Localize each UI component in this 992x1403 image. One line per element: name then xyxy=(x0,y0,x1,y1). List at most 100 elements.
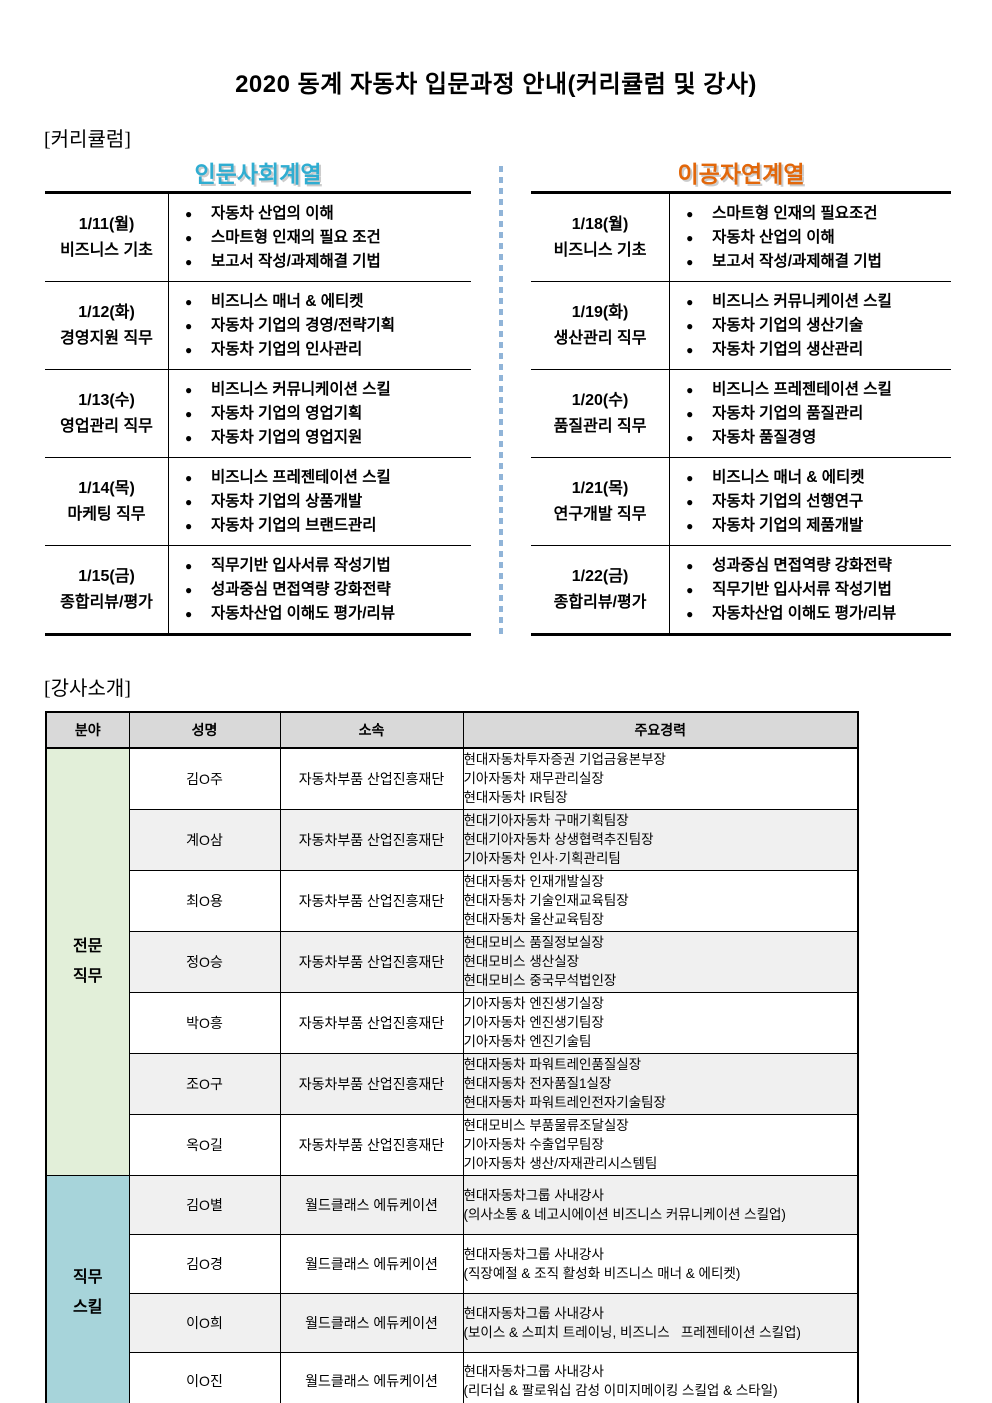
instructor-affiliation: 자동차부품 산업진흥재단 xyxy=(279,747,464,810)
bullet-icon: ● xyxy=(686,318,694,333)
curriculum-row: 1/13(수) 영업관리 직무 ● 비즈니스 커뮤니케이션 스킬 ● 자동차 기업의 영업… xyxy=(45,369,471,458)
session-date: 1/11(월) xyxy=(78,215,135,233)
career-line: 현대자동차 인재개발실장 xyxy=(463,874,604,889)
session-date: 1/19(화) xyxy=(571,303,629,321)
session-category: 종합리뷰/평가 xyxy=(60,593,153,611)
topic-text: 비즈니스 커뮤니케이션 스킬 xyxy=(211,380,391,398)
topic-item: ● 직무기반 입사서류 작성기법 xyxy=(181,554,469,578)
bullet-icon: ● xyxy=(185,230,193,245)
session-date: 1/20(수) xyxy=(571,391,629,409)
career-line: 현대기아자동차 상생협력추진팀장 xyxy=(463,832,654,847)
career-line: 현대자동차그룹 사내강사 xyxy=(463,1187,604,1203)
instructor-header-row: 분야 성명 소속 주요경력 xyxy=(45,711,859,749)
career-cell: 현대자동차 파워트레인품질실장 현대자동차 전자품질1실장 현대자동차 파워트레인전… xyxy=(462,1052,859,1115)
curriculum-row: 1/21(목) 연구개발 직무 ● 비즈니스 매너 & 에티켓 ● 자동차 기업의 선행연… xyxy=(531,457,951,546)
bullet-icon: ● xyxy=(185,606,193,621)
track-science-engineering: 이공자연계열 1/18(월) 비즈니스 기초 ● 스마트형 인재의 필요조건 ● 자동차 산… xyxy=(531,162,951,636)
career-cell: 기아자동차 엔진생기실장 기아자동차 엔진생기팀장 기아자동차 엔진기술팀 xyxy=(462,991,859,1054)
career-line: 기아자동차 엔진생기팀장 xyxy=(463,1015,604,1030)
career-line: (직장예절 & 조직 활성화 비즈니스 매너 & 에티켓) xyxy=(463,1265,741,1281)
session-date: 1/14(목) xyxy=(78,479,135,497)
session-date: 1/18(월) xyxy=(571,215,629,233)
bullet-icon: ● xyxy=(185,558,193,573)
instructor-affiliation: 월드클래스 에듀케이션 xyxy=(279,1174,464,1235)
track-humanities-social: 인문사회계열 1/11(월) 비즈니스 기초 ● 자동차 산업의 이해 ● 스마트형 인재의… xyxy=(45,162,471,636)
bullet-icon: ● xyxy=(686,518,694,533)
instructor-row: 정O승 자동차부품 산업진흥재단 현대모비스 품질정보실장 현대모비스 생산실장 현대모… xyxy=(46,930,859,993)
topic-text: 스마트형 인재의 필요조건 xyxy=(712,204,878,222)
topic-item: ● 자동차 기업의 선행연구 xyxy=(682,490,949,514)
career-cell: 현대자동차투자증권 기업금융본부장 기아자동차 재무관리실장 현대자동차 IR팀장 xyxy=(462,747,859,810)
session-date: 1/15(금) xyxy=(78,567,135,585)
career-line: 현대자동차그룹 사내강사 xyxy=(463,1246,604,1262)
curriculum-row: 1/15(금) 종합리뷰/평가 ● 직무기반 입사서류 작성기법 ● 성과중심 면접역량 … xyxy=(45,545,471,635)
field-group-cell: 직무 스킬 xyxy=(45,1174,130,1403)
instructor-row: 계O삼 자동차부품 산업진흥재단 현대기아자동차 구매기획팀장 현대기아자동차 상생협… xyxy=(46,808,859,871)
instructor-affiliation: 월드클래스 에듀케이션 xyxy=(279,1233,464,1294)
topic-text: 자동차 기업의 브랜드관리 xyxy=(211,516,377,534)
topic-text: 비즈니스 프레젠테이션 스킬 xyxy=(211,468,391,486)
instructor-name: 정O승 xyxy=(128,930,281,993)
session-category: 연구개발 직무 xyxy=(553,505,647,523)
topic-item: ● 자동차 기업의 인사관리 xyxy=(181,338,469,362)
career-cell: 현대자동차그룹 사내강사 (보이스 & 스피치 트레이닝, 비즈니스 프레젠테이션… xyxy=(462,1292,859,1353)
topic-text: 비즈니스 커뮤니케이션 스킬 xyxy=(712,292,892,310)
instructor-name: 김O경 xyxy=(128,1233,281,1294)
bullet-icon: ● xyxy=(686,382,694,397)
bullet-icon: ● xyxy=(686,606,694,621)
topic-item: ● 자동차 기업의 영업지원 xyxy=(181,426,469,450)
instructor-row: 이O진 월드클래스 에듀케이션 현대자동차그룹 사내강사 (리더십 & 팔로워십 감성… xyxy=(46,1351,859,1403)
topic-text: 자동차 기업의 영업기획 xyxy=(211,404,363,422)
topic-text: 성과중심 면접역량 강화전략 xyxy=(211,580,391,598)
bullet-icon: ● xyxy=(686,494,694,509)
page-title: 2020 동계 자동차 입문과정 안내(커리큘럼 및 강사) xyxy=(235,71,757,98)
date-cell: 1/19(화) 생산관리 직무 xyxy=(531,281,671,370)
session-category: 비즈니스 기초 xyxy=(553,241,647,259)
career-line: 현대기아자동차 구매기획팀장 xyxy=(463,813,629,828)
instructor-name: 김O주 xyxy=(128,747,281,810)
topic-item: ● 보고서 작성/과제해결 기법 xyxy=(682,250,949,274)
career-line: 현대모비스 품질정보실장 xyxy=(463,935,604,950)
session-category: 생산관리 직무 xyxy=(553,329,647,347)
topics-cell: ● 비즈니스 커뮤니케이션 스킬 ● 자동차 기업의 영업기획 ● 자동차 기업의 영업지… xyxy=(168,369,471,458)
curriculum-row: 1/20(수) 품질관리 직무 ● 비즈니스 프레젠테이션 스킬 ● 자동차 기업의 품질… xyxy=(531,369,951,458)
topics-cell: ● 비즈니스 커뮤니케이션 스킬 ● 자동차 기업의 생산기술 ● 자동차 기업의 생산관… xyxy=(669,281,951,370)
instructor-name: 계O삼 xyxy=(128,808,281,871)
date-cell: 1/22(금) 종합리뷰/평가 xyxy=(531,545,671,635)
bullet-icon: ● xyxy=(185,430,193,445)
topic-item: ● 비즈니스 커뮤니케이션 스킬 xyxy=(682,290,949,314)
topic-text: 비즈니스 매너 & 에티켓 xyxy=(712,468,865,486)
topic-item: ● 자동차 기업의 경영/전략기획 xyxy=(181,314,469,338)
topic-item: ● 자동차 산업의 이해 xyxy=(181,202,469,226)
instructor-affiliation: 자동차부품 산업진흥재단 xyxy=(279,991,464,1054)
dashed-divider xyxy=(499,166,503,636)
topic-item: ● 자동차 기업의 생산기술 xyxy=(682,314,949,338)
topic-text: 자동차 기업의 경영/전략기획 xyxy=(211,316,396,334)
topics-cell: ● 비즈니스 프레젠테이션 스킬 ● 자동차 기업의 상품개발 ● 자동차 기업의 브랜드… xyxy=(168,457,471,546)
career-cell: 현대자동차 인재개발실장 현대자동차 기술인재교육팀장 현대자동차 울산교육팀장 xyxy=(462,869,859,932)
career-line: 현대자동차 전자품질1실장 xyxy=(463,1076,612,1091)
topic-text: 자동차 품질경영 xyxy=(712,428,817,446)
career-line: 기아자동차 생산/자재관리시스템팀 xyxy=(463,1156,658,1171)
topic-text: 성과중심 면접역량 강화전략 xyxy=(712,556,892,574)
instructor-affiliation: 자동차부품 산업진흥재단 xyxy=(279,869,464,932)
instructor-name: 이O진 xyxy=(128,1351,281,1403)
curriculum-table: 1/11(월) 비즈니스 기초 ● 자동차 산업의 이해 ● 스마트형 인재의 필요 조건… xyxy=(45,191,471,636)
session-category: 마케팅 직무 xyxy=(67,505,146,523)
bullet-icon: ● xyxy=(686,230,694,245)
column-header: 성명 xyxy=(128,711,281,749)
career-line: 현대자동차그룹 사내강사 xyxy=(463,1364,604,1379)
instructor-name: 김O별 xyxy=(128,1174,281,1235)
topic-item: ● 자동차 품질경영 xyxy=(682,426,949,450)
bullet-icon: ● xyxy=(185,206,193,221)
session-date: 1/13(수) xyxy=(78,391,135,409)
instructor-row: 최O용 자동차부품 산업진흥재단 현대자동차 인재개발실장 현대자동차 기술인재교육팀… xyxy=(46,869,859,932)
topic-item: ● 비즈니스 프레젠테이션 스킬 xyxy=(682,378,949,402)
bullet-icon: ● xyxy=(686,558,694,573)
career-line: (리더십 & 팔로워십 감성 이미지메이킹 스킬업 & 스타일) xyxy=(463,1383,778,1398)
topic-item: ● 자동차 기업의 브랜드관리 xyxy=(181,514,469,538)
career-line: 현대자동차 IR팀장 xyxy=(463,790,568,806)
career-line: 현대자동차 울산교육팀장 xyxy=(463,912,604,927)
topic-text: 보고서 작성/과제해결 기법 xyxy=(712,252,882,270)
